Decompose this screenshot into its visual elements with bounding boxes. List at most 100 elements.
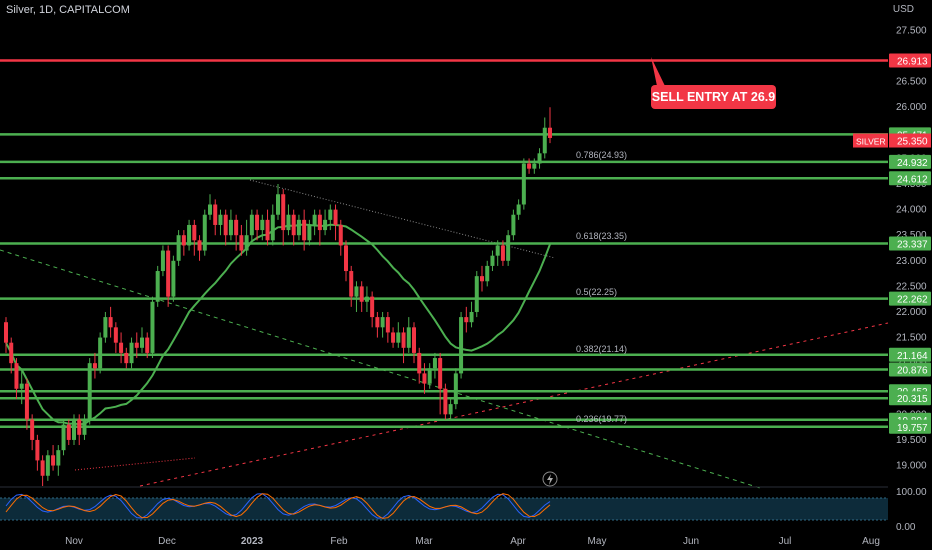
candle[interactable] (391, 332, 396, 343)
candle[interactable] (490, 255, 495, 266)
candle[interactable] (537, 153, 542, 164)
candle[interactable] (344, 245, 348, 272)
candle[interactable] (495, 245, 500, 256)
candle[interactable] (354, 286, 359, 297)
candle[interactable] (140, 337, 144, 348)
candle[interactable] (72, 419, 76, 440)
candle[interactable] (19, 383, 24, 389)
candle[interactable] (87, 363, 92, 420)
candle[interactable] (286, 214, 291, 231)
candle[interactable] (370, 296, 375, 318)
candle[interactable] (92, 363, 97, 369)
candle[interactable] (500, 245, 505, 261)
candle[interactable] (124, 352, 129, 364)
candle[interactable] (396, 332, 401, 343)
candle[interactable] (208, 204, 212, 215)
candle[interactable] (427, 368, 432, 384)
candle[interactable] (506, 235, 511, 261)
candle[interactable] (307, 224, 312, 241)
candle[interactable] (119, 342, 124, 353)
candle[interactable] (432, 358, 437, 369)
candle[interactable] (187, 224, 192, 246)
candle[interactable] (349, 271, 354, 297)
candle[interactable] (30, 419, 35, 440)
candle[interactable] (255, 214, 260, 231)
candle[interactable] (35, 439, 40, 461)
candle[interactable] (296, 219, 301, 236)
candle[interactable] (375, 317, 380, 328)
candle[interactable] (527, 163, 532, 169)
candle[interactable] (511, 214, 516, 236)
candle[interactable] (302, 219, 307, 241)
candle[interactable] (244, 235, 249, 251)
lightning-icon[interactable] (542, 471, 558, 487)
candle[interactable] (276, 194, 280, 215)
candle[interactable] (542, 127, 547, 154)
candle[interactable] (145, 337, 150, 353)
candle[interactable] (265, 219, 270, 241)
candle[interactable] (260, 219, 265, 231)
candle[interactable] (328, 209, 333, 220)
candle[interactable] (176, 235, 181, 261)
candle[interactable] (291, 214, 296, 236)
candle[interactable] (40, 460, 45, 476)
candle[interactable] (197, 240, 202, 251)
candle[interactable] (24, 383, 29, 420)
candle[interactable] (103, 317, 108, 338)
candle[interactable] (480, 276, 484, 282)
symbol-label[interactable]: Silver, 1D, CAPITALCOM (6, 4, 130, 16)
candle[interactable] (417, 352, 422, 374)
candle[interactable] (380, 317, 385, 328)
candle[interactable] (281, 194, 286, 231)
candle[interactable] (406, 327, 411, 348)
candle[interactable] (98, 337, 103, 369)
candle[interactable] (234, 219, 239, 236)
candle[interactable] (14, 363, 19, 389)
candle[interactable] (317, 214, 322, 231)
candle[interactable] (213, 204, 218, 225)
candle[interactable] (150, 301, 155, 353)
candle[interactable] (218, 214, 223, 225)
candle[interactable] (438, 358, 443, 389)
candle[interactable] (239, 235, 244, 251)
candle[interactable] (9, 342, 14, 364)
candle[interactable] (51, 455, 56, 466)
candle[interactable] (323, 219, 328, 231)
candle[interactable] (401, 332, 406, 348)
candle[interactable] (134, 342, 139, 348)
candle[interactable] (108, 317, 113, 328)
candle[interactable] (443, 388, 448, 415)
candle[interactable] (364, 296, 369, 302)
candle[interactable] (181, 235, 186, 246)
candle[interactable] (129, 342, 134, 364)
candle[interactable] (270, 214, 275, 241)
candle[interactable] (56, 450, 61, 466)
candle[interactable] (474, 276, 479, 312)
candle[interactable] (192, 224, 197, 241)
candle[interactable] (77, 419, 82, 435)
candle[interactable] (464, 317, 469, 323)
candle[interactable] (249, 214, 254, 236)
candle[interactable] (338, 224, 343, 246)
candle[interactable] (333, 209, 338, 225)
candle[interactable] (66, 424, 71, 440)
candle[interactable] (412, 327, 416, 353)
candle[interactable] (521, 163, 526, 205)
candle[interactable] (113, 327, 118, 343)
candle[interactable] (448, 404, 453, 415)
candle[interactable] (228, 219, 233, 236)
candle[interactable] (312, 214, 317, 225)
candle[interactable] (61, 424, 66, 451)
candle[interactable] (223, 214, 228, 236)
candle[interactable] (359, 286, 364, 302)
candle[interactable] (422, 373, 427, 384)
candle[interactable] (4, 322, 8, 343)
candle[interactable] (485, 265, 490, 282)
candle[interactable] (459, 317, 464, 374)
candle[interactable] (532, 163, 537, 169)
candle[interactable] (548, 127, 552, 138)
candle[interactable] (160, 250, 165, 272)
candle[interactable] (45, 455, 50, 476)
candle[interactable] (166, 250, 171, 297)
